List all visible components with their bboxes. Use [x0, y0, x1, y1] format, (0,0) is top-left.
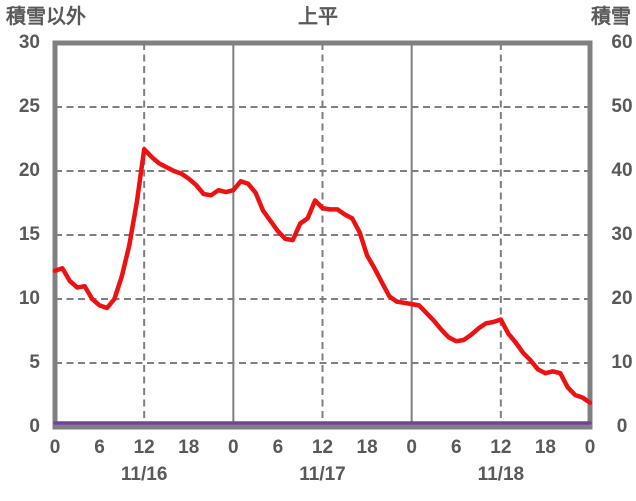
plot-border-rect: [52, 40, 593, 430]
x-axis-tick-label: 12: [311, 437, 334, 458]
x-axis-tick-label: 0: [406, 437, 417, 458]
plot-border: [52, 40, 593, 430]
right-axis-tick-label: 20: [611, 288, 633, 309]
temperature-line: [52, 146, 593, 405]
right-axis-tick-label: 60: [611, 32, 633, 53]
x-axis-date-label: 11/18: [477, 464, 525, 485]
x-axis-tick-label: 12: [133, 437, 155, 458]
data-series-lines: [52, 146, 593, 425]
gridlines: [55, 43, 590, 427]
x-axis-tick-label: 18: [356, 437, 378, 458]
left-axis-tick-label: 0: [29, 416, 40, 437]
chart-title: 上平: [298, 6, 338, 28]
right-axis-tick-label: 0: [616, 416, 628, 437]
left-axis-tick-label: 5: [29, 352, 40, 373]
right-axis-title: 積雪: [591, 6, 631, 28]
x-axis-date-label: 11/16: [120, 464, 168, 485]
x-axis-tick-label: 0: [49, 437, 61, 458]
left-axis-tick-label: 30: [18, 32, 40, 53]
right-axis-tick-label: 40: [611, 160, 633, 181]
x-axis-tick-label: 0: [228, 437, 239, 458]
x-axis-tick-label: 6: [272, 437, 284, 458]
left-axis-tick-label: 25: [18, 96, 40, 117]
left-axis-tick-label: 15: [18, 224, 40, 245]
left-axis-title: 積雪以外: [6, 6, 86, 28]
left-axis-tick-label: 20: [18, 160, 40, 181]
right-axis-tick-label: 30: [611, 224, 633, 245]
x-axis-tick-label: 12: [490, 437, 512, 458]
x-axis-tick-label: 6: [450, 437, 462, 458]
x-axis-tick-label: 0: [584, 437, 596, 458]
right-axis-tick-label: 10: [611, 352, 633, 373]
x-axis-tick-label: 18: [178, 437, 200, 458]
x-axis-date-label: 11/17: [299, 464, 346, 485]
x-axis-tick-label: 18: [534, 437, 556, 458]
right-axis-tick-label: 50: [611, 96, 633, 117]
left-axis-tick-label: 10: [18, 288, 40, 309]
x-axis-tick-label: 6: [94, 437, 105, 458]
